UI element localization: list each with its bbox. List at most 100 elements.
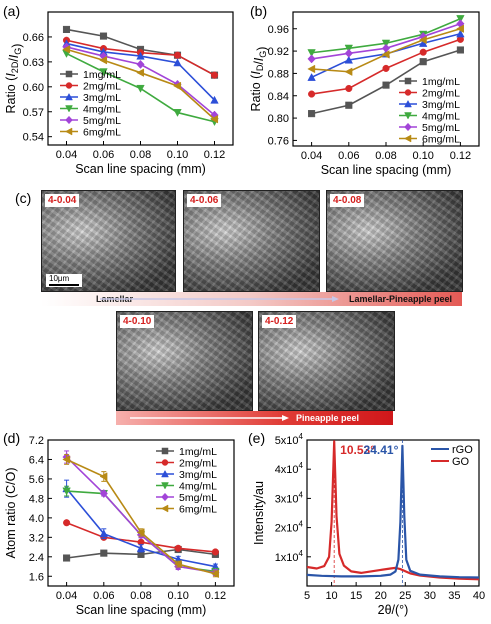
plot-frame <box>306 439 480 587</box>
y-axis-label-part: / <box>252 61 266 65</box>
legend-label: 6mg/mL <box>179 504 217 516</box>
x-tick-label: 0.04 <box>56 149 77 161</box>
data-point <box>173 109 182 117</box>
data-point <box>210 95 219 104</box>
chart-e-xrd: 5 10 15 20 25 30 35 40 1x104 2x104 3x104 4x104 5x104… <box>252 432 485 617</box>
x-tick-label: 0.12 <box>450 150 471 162</box>
sem-label: 4-0.04 <box>45 194 80 207</box>
y-axis-label: Atom ratio (C/O) <box>4 468 18 559</box>
series-1mg/mL <box>308 46 464 118</box>
data-point <box>174 544 182 552</box>
legend-label: 1mg/mL <box>422 76 460 88</box>
y-axis-label-part: D <box>255 64 265 71</box>
band-label-pineapple: Pineapple peel <box>296 413 360 423</box>
x-tick-label: 20 <box>375 590 387 602</box>
panel-label-b: (b) <box>250 3 268 19</box>
y-tick-exponent: 4 <box>299 490 304 499</box>
data-point <box>99 489 108 499</box>
legend-marker <box>404 112 412 120</box>
data-point <box>62 25 71 34</box>
y-tick-label: 0.60 <box>23 82 44 94</box>
legend-marker <box>403 134 412 143</box>
sem-label: 4-0.06 <box>187 194 222 207</box>
legend-marker <box>404 122 412 132</box>
x-tick-label: 0.10 <box>167 590 188 602</box>
x-tick-label: 0.08 <box>130 590 151 602</box>
data-point <box>382 64 390 72</box>
y-tick-label: 0.54 <box>23 132 44 144</box>
peak-annotation: 24.41° <box>364 443 399 457</box>
legend-label: 1mg/mL <box>179 446 217 458</box>
data-point <box>99 55 108 65</box>
data-point <box>210 71 219 79</box>
y-tick-label: 0.96 <box>268 24 289 36</box>
plot-frame <box>47 11 234 146</box>
data-point <box>381 50 390 59</box>
data-point <box>418 35 427 45</box>
x-tick-label: 25 <box>399 590 411 602</box>
x-axis-label: Scan line spacing (mm) <box>75 162 206 176</box>
data-point <box>211 569 219 579</box>
panel-label-a: (a) <box>3 3 21 19</box>
y-axis-label: Ratio (ID/IG) <box>249 47 269 112</box>
legend-marker <box>161 469 169 478</box>
series-4mg/mL <box>62 50 219 127</box>
legend-marker <box>65 115 73 125</box>
legend-label: 2mg/mL <box>83 81 121 93</box>
legend-marker <box>161 482 169 490</box>
chart-b-ratio-d-g: 0.04 0.06 0.08 0.10 0.12 0.76 0.80 0.84 0.88 0.92… <box>249 11 480 177</box>
y-axis-label-part: / <box>7 58 21 62</box>
y-tick-label: 7.2 <box>29 435 44 447</box>
series-6mg/mL <box>307 24 464 76</box>
y-tick-label: 0.66 <box>23 32 44 44</box>
sem-label: 4-0.10 <box>120 315 155 328</box>
data-point <box>63 554 71 562</box>
legend-label: 5mg/mL <box>422 122 460 134</box>
data-point <box>419 58 427 66</box>
x-tick-label: 10 <box>325 590 337 602</box>
panel-label-e: (e) <box>248 430 266 446</box>
chart-d-atom-ratio: 0.04 0.06 0.08 0.10 0.12 1.6 2.4 3.2 4.0 4.8 5.6 6.… <box>4 435 235 617</box>
chart-a-ratio-2d-g: 0.04 0.06 0.08 0.10 0.12 0.54 0.57 0.60 0.63 0.66… <box>4 11 234 176</box>
legend-marker <box>404 77 412 85</box>
data-point <box>307 54 316 64</box>
sem-image-1: 4-0.04 10μm <box>41 190 176 292</box>
data-point <box>456 46 464 54</box>
data-point <box>136 51 145 60</box>
x-axis-label: Scan line spacing (mm) <box>76 603 207 617</box>
data-point <box>456 29 465 38</box>
scale-bar: 10μm <box>46 274 82 287</box>
x-tick-label: 0.08 <box>130 149 151 161</box>
y-axis-label-part: I <box>249 71 263 75</box>
legend-label: 1mg/mL <box>83 69 121 81</box>
band-arrow-2 <box>130 415 289 421</box>
data-point <box>99 68 108 77</box>
series-GO <box>306 440 480 581</box>
y-axis-label-part: I <box>7 54 21 58</box>
y-axis-label-part: Ratio ( <box>4 76 18 114</box>
x-tick-label: 0.12 <box>205 590 226 602</box>
y-axis-label-part: I <box>252 57 266 61</box>
y-tick-label: 3.2 <box>29 532 44 544</box>
sem-image-5: 4-0.12 <box>258 311 395 411</box>
sem-image-4: 4-0.10 <box>116 311 253 411</box>
x-tick-label: 5 <box>304 590 310 602</box>
sem-label: 4-0.12 <box>262 315 297 328</box>
legend-label: 5mg/mL <box>179 492 217 504</box>
data-point <box>62 45 71 54</box>
data-point <box>173 58 182 67</box>
legend-label: GO <box>452 456 470 468</box>
legend-marker <box>161 447 169 455</box>
data-point <box>136 543 146 552</box>
data-point <box>307 64 316 74</box>
series-rGO <box>306 444 480 579</box>
series-6mg/mL <box>62 45 219 124</box>
legend-marker <box>65 105 73 113</box>
x-tick-label: 0.12 <box>204 149 225 161</box>
x-tick-label: 40 <box>473 590 485 602</box>
legend-marker <box>65 70 73 78</box>
data-point <box>456 24 464 33</box>
